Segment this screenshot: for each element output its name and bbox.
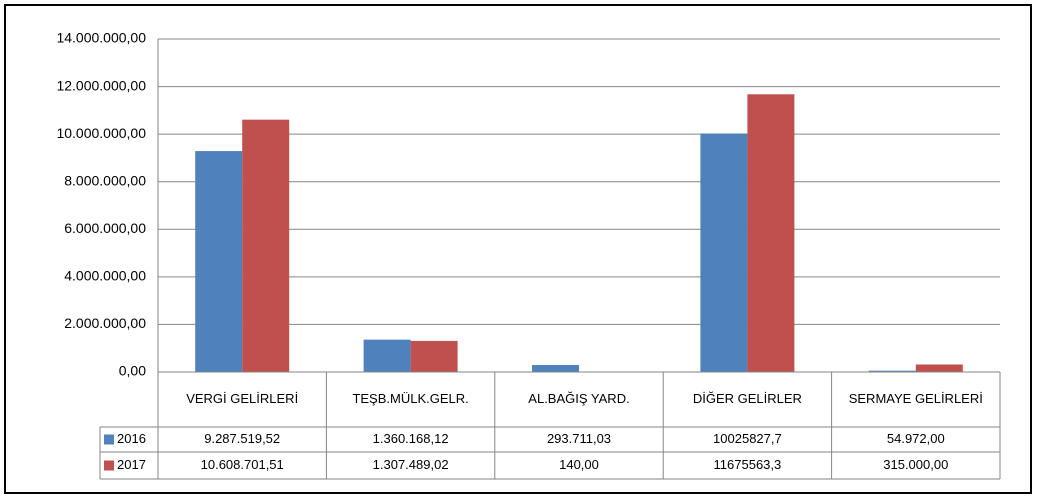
data-label: 1.307.489,02	[373, 457, 449, 472]
legend-swatch	[104, 434, 114, 445]
data-label: 315.000,00	[883, 457, 948, 472]
data-label: 54.972,00	[887, 431, 945, 446]
y-tick-label: 10.000.000,00	[56, 125, 146, 141]
y-tick-label: 4.000.000,00	[64, 268, 146, 284]
x-tick-label: DİĞER GELİRLER	[693, 391, 802, 406]
y-tick-label: 2.000.000,00	[64, 315, 146, 331]
data-label: 140,00	[559, 457, 599, 472]
data-label: 9.287.519,52	[204, 431, 280, 446]
bar	[410, 340, 458, 372]
legend-label: 2016	[117, 431, 146, 446]
y-tick-label: 0,00	[119, 363, 146, 379]
bar	[747, 94, 795, 372]
x-tick-label: VERGİ GELİRLERİ	[186, 391, 298, 406]
legend-label: 2017	[117, 457, 146, 472]
data-label: 293.711,03	[547, 431, 611, 446]
x-tick-label: AL.BAĞIŞ YARD.	[528, 391, 629, 406]
bar	[242, 119, 290, 372]
chart-border	[4, 4, 1032, 494]
bar	[868, 370, 916, 372]
bar	[195, 151, 243, 372]
data-label: 10025827,7	[713, 431, 782, 446]
bar	[363, 339, 411, 372]
x-tick-label: TEŞB.MÜLK.GELR.	[352, 391, 468, 406]
data-label: 10.608.701,51	[201, 457, 284, 472]
y-tick-label: 6.000.000,00	[64, 220, 146, 236]
data-label: 11675563,3	[714, 457, 782, 472]
bar	[915, 364, 963, 372]
y-tick-label: 12.000.000,00	[56, 77, 146, 93]
y-tick-label: 8.000.000,00	[64, 172, 146, 188]
y-tick-label: 14.000.000,00	[56, 30, 146, 46]
data-label: 1.360.168,12	[373, 431, 449, 446]
bar	[532, 365, 579, 372]
x-tick-label: SERMAYE GELİRLERİ	[849, 391, 983, 406]
bar	[700, 133, 748, 372]
legend-swatch	[104, 460, 114, 471]
